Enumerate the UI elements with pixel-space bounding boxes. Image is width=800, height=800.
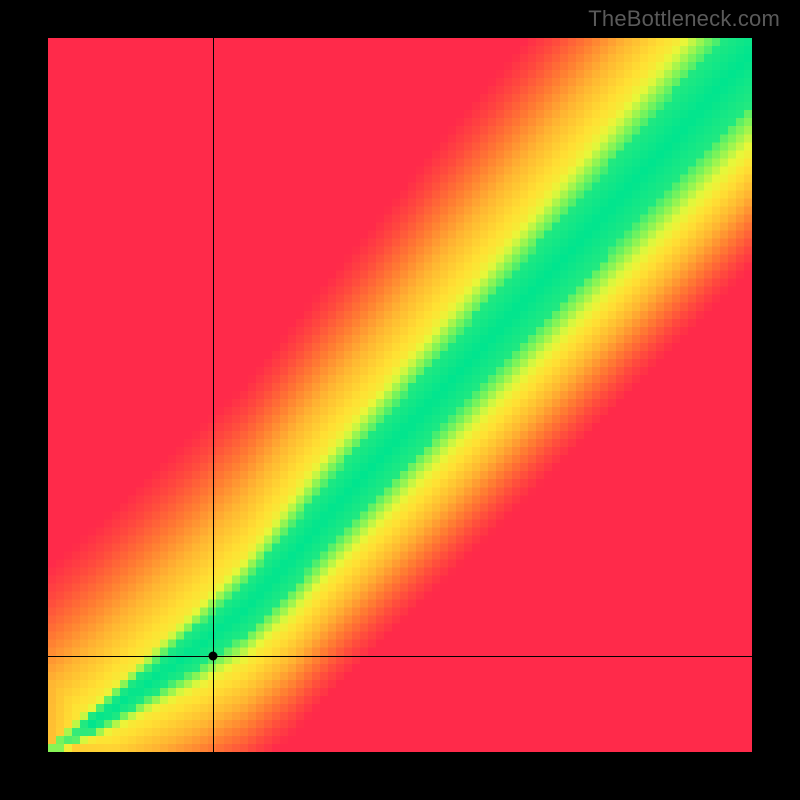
crosshair-horizontal bbox=[48, 656, 752, 657]
heatmap-canvas bbox=[48, 38, 752, 752]
crosshair-vertical bbox=[213, 38, 214, 752]
crosshair-marker bbox=[209, 651, 218, 660]
plot-area bbox=[48, 38, 752, 752]
watermark: TheBottleneck.com bbox=[588, 6, 780, 32]
